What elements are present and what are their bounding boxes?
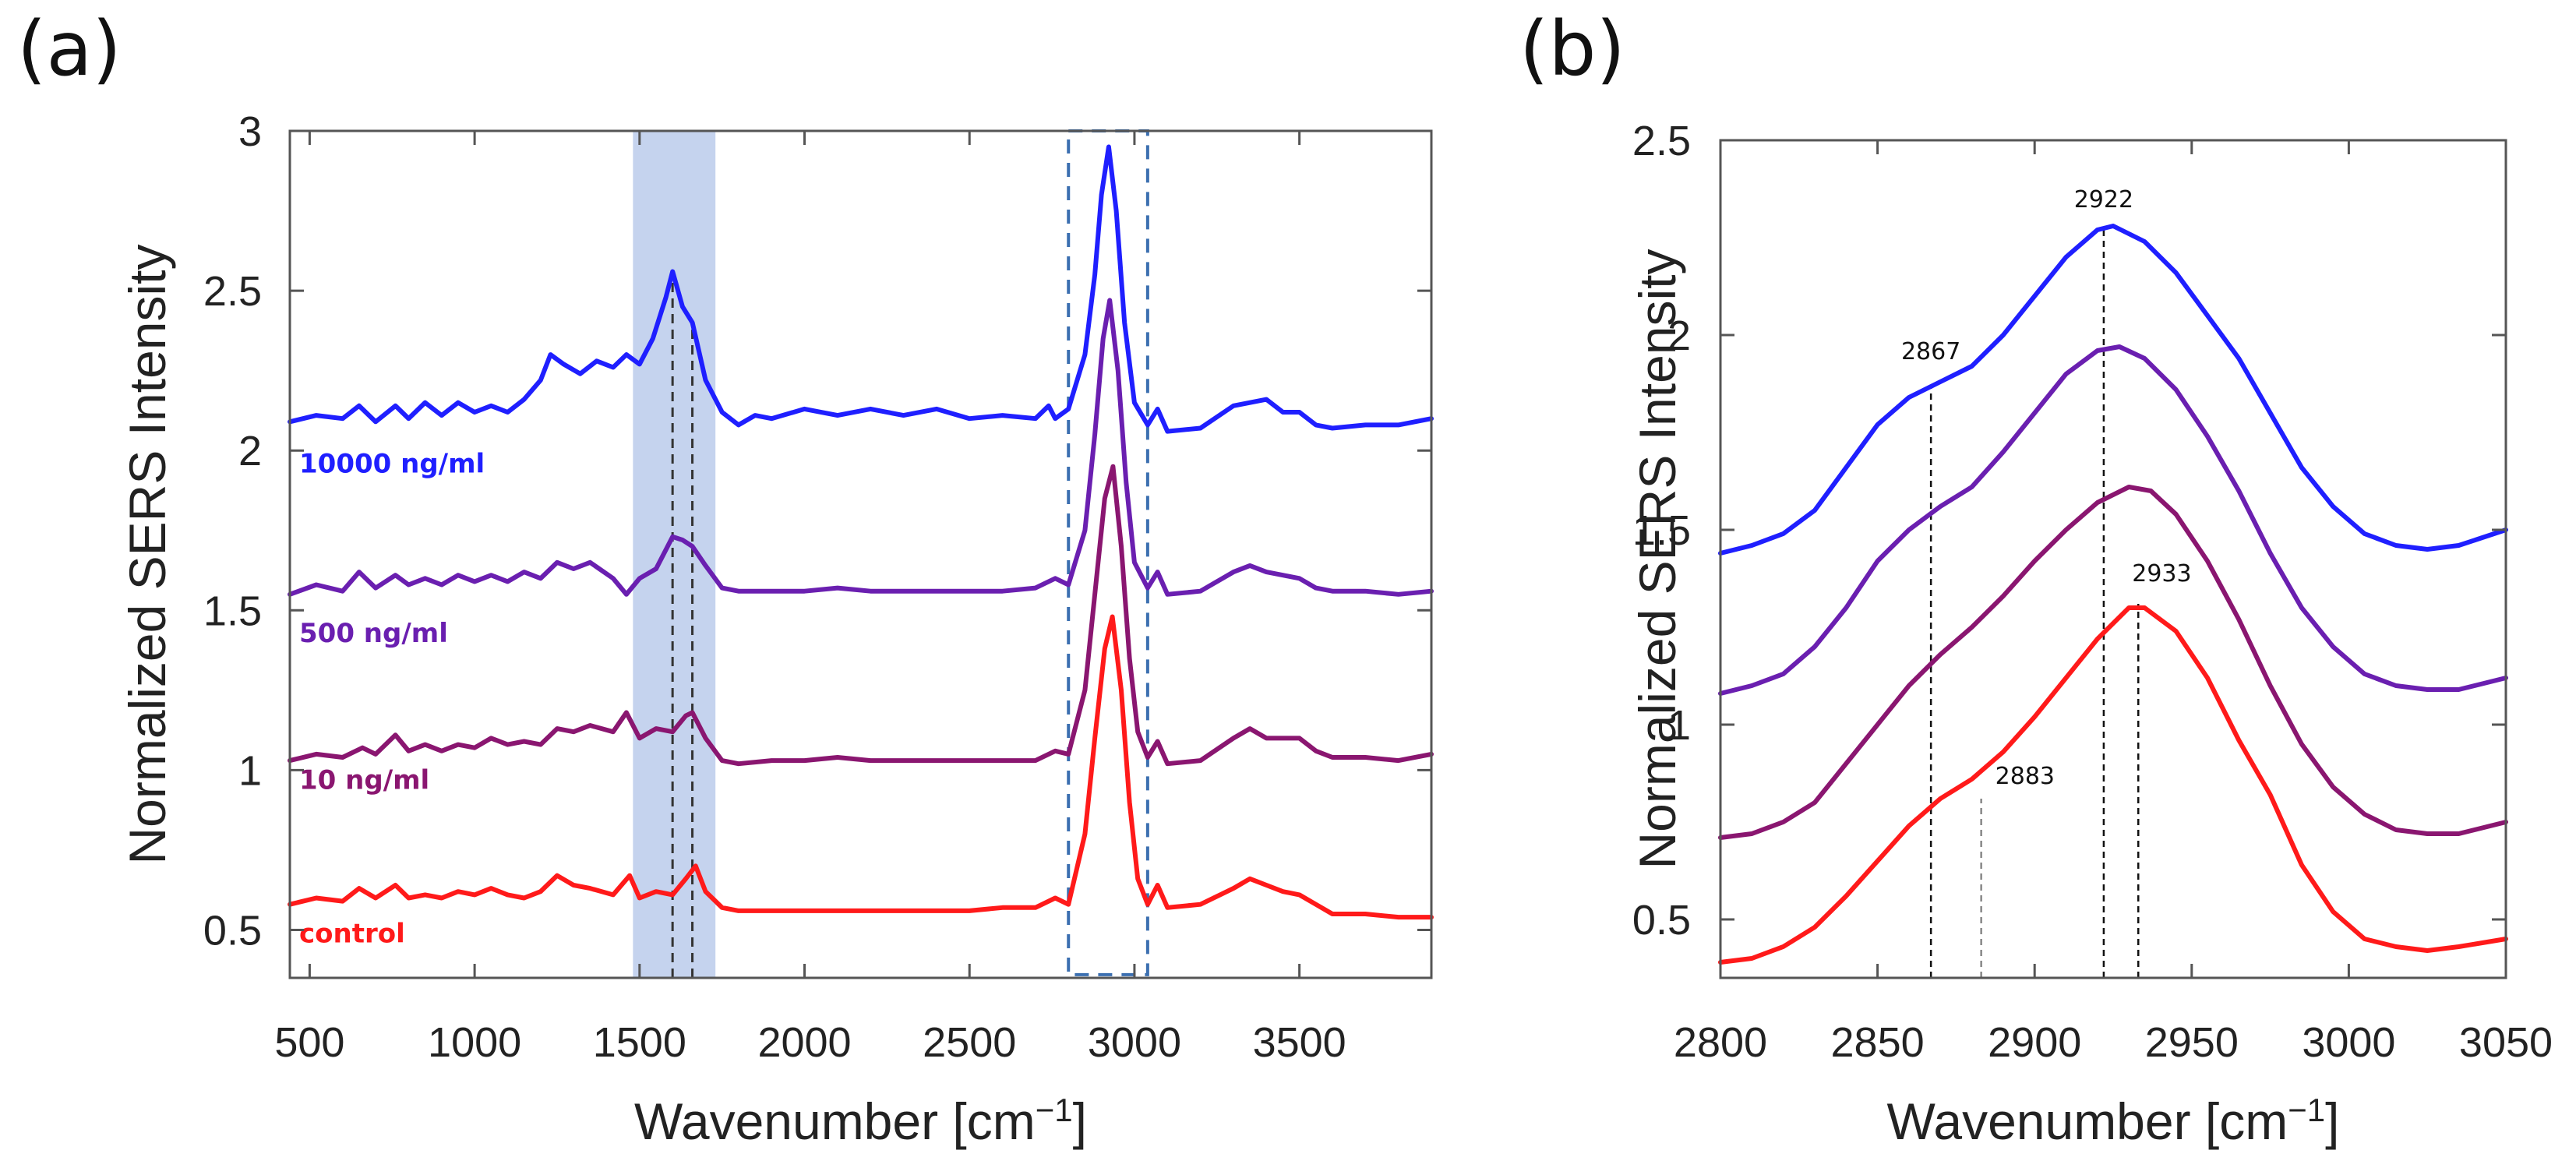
series-line-10-ng-ml (288, 464, 1434, 767)
series-line-500-ng-ml (1718, 344, 2508, 696)
y-tick-label: 1 (1667, 702, 1691, 749)
peak-label-2922: 2922 (2074, 186, 2133, 213)
shaded-band (633, 131, 716, 978)
plot-frame (288, 129, 1433, 979)
y-axis-title: Normalized SERS Intensity (118, 245, 176, 865)
x-axis-title: Wavenumber [cm−1] (634, 1092, 1087, 1151)
series-line-500-ng-ml (288, 298, 1434, 597)
panel-b-label: (b) (1519, 5, 1625, 93)
series-line-control (288, 614, 1434, 920)
dashed-highlight-box (1067, 129, 1149, 976)
y-tick-label: 2 (1667, 312, 1691, 359)
peak-label-2933: 2933 (2132, 560, 2191, 588)
y-tick-label: 1.5 (1632, 507, 1691, 554)
y-tick-label: 2 (238, 428, 262, 475)
series-label-500-ng-ml: 500 ng/ml (299, 618, 448, 649)
x-tick-label: 3050 (2459, 1019, 2553, 1066)
plot-frame (1719, 139, 2507, 979)
x-tick-label: 2500 (923, 1019, 1016, 1066)
x-tick-label: 3500 (1253, 1019, 1346, 1066)
x-tick-label: 2000 (757, 1019, 851, 1066)
series-label-10-ng-ml: 10 ng/ml (299, 765, 429, 796)
x-tick-label: 3000 (2302, 1019, 2395, 1066)
panel-a-label: (a) (17, 5, 122, 93)
y-tick-label: 1 (238, 747, 262, 794)
x-tick-label: 2850 (1831, 1019, 1925, 1066)
y-tick-label: 3 (238, 108, 262, 155)
x-tick-label: 1000 (428, 1019, 521, 1066)
y-tick-label: 2.5 (203, 268, 262, 315)
chart-b: 2922 2867 2933 2883 2800 2850 2900 2950 3000 3050… (1629, 118, 2553, 1150)
x-tick-label: 500 (274, 1019, 344, 1066)
series-label-control: control (299, 919, 405, 950)
y-tick-label: 2.5 (1632, 118, 1691, 164)
peak-label-2867: 2867 (1901, 338, 1960, 365)
x-tick-label: 3000 (1088, 1019, 1181, 1066)
x-tick-label: 1500 (593, 1019, 686, 1066)
y-axis-title: Normalized SERS Intensity (1629, 249, 1686, 870)
y-tick-label: 1.5 (203, 588, 262, 634)
x-axis-title: Wavenumber [cm−1] (1887, 1092, 2340, 1151)
x-tick-label: 2800 (1674, 1019, 1767, 1066)
peak-label-2883: 2883 (1996, 763, 2055, 790)
x-tick-label: 2900 (1988, 1019, 2081, 1066)
series-line-control (1718, 605, 2508, 965)
series-label-10000-ng-ml: 10000 ng/ml (299, 449, 485, 480)
series-line-10000-ng-ml (1718, 224, 2508, 556)
x-tick-label: 2950 (2145, 1019, 2239, 1066)
series-line-10-ng-ml (1718, 485, 2508, 840)
series-line-10000-ng-ml (288, 144, 1434, 434)
y-tick-label: 0.5 (203, 907, 262, 954)
y-tick-label: 0.5 (1632, 897, 1691, 944)
